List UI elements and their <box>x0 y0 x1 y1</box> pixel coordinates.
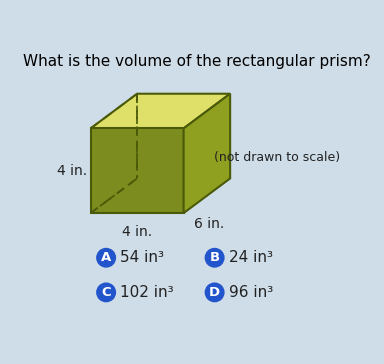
Circle shape <box>205 249 224 267</box>
Text: 54 in³: 54 in³ <box>120 250 164 265</box>
Text: A: A <box>101 251 111 264</box>
Text: 102 in³: 102 in³ <box>120 285 174 300</box>
Text: 24 in³: 24 in³ <box>228 250 273 265</box>
Polygon shape <box>91 128 184 213</box>
Text: 6 in.: 6 in. <box>194 217 225 231</box>
Text: D: D <box>209 286 220 299</box>
Polygon shape <box>91 94 230 128</box>
Text: What is the volume of the rectangular prism?: What is the volume of the rectangular pr… <box>23 55 371 70</box>
Text: 4 in.: 4 in. <box>56 164 87 178</box>
Circle shape <box>97 283 116 302</box>
Text: C: C <box>101 286 111 299</box>
Text: 4 in.: 4 in. <box>122 225 152 240</box>
Text: 96 in³: 96 in³ <box>228 285 273 300</box>
Text: (not drawn to scale): (not drawn to scale) <box>214 151 340 164</box>
Circle shape <box>205 283 224 302</box>
Text: B: B <box>210 251 220 264</box>
Circle shape <box>97 249 116 267</box>
Polygon shape <box>184 94 230 213</box>
